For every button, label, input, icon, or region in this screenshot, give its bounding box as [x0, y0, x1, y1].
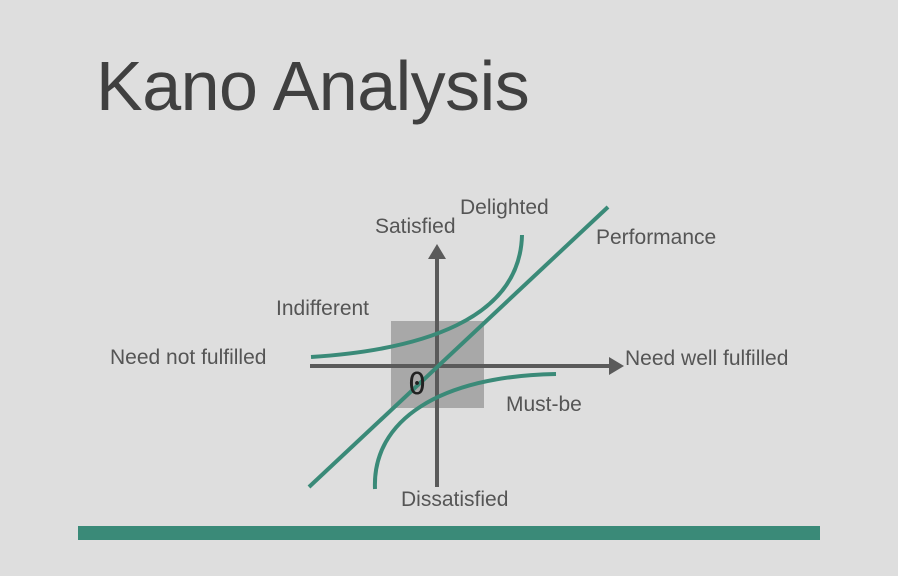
- satisfied-label: Satisfied: [375, 215, 456, 238]
- need-not-fulfilled-label: Need not fulfilled: [110, 346, 266, 369]
- indifferent-label: Indifferent: [276, 297, 369, 320]
- vertical-axis-arrow-icon: [428, 244, 446, 259]
- horizontal-axis-arrow-icon: [609, 357, 624, 375]
- performance-label: Performance: [596, 226, 716, 249]
- delighted-label: Delighted: [460, 196, 549, 219]
- must-be-curve: [372, 372, 557, 490]
- origin-label: 0: [408, 367, 426, 402]
- performance-line: [307, 205, 610, 489]
- dissatisfied-label: Dissatisfied: [401, 488, 508, 511]
- slide-title: Kano Analysis: [96, 47, 530, 125]
- bottom-accent-bar: [78, 526, 820, 540]
- need-well-fulfilled-label: Need well fulfilled: [625, 347, 788, 370]
- delighted-curve: [310, 234, 524, 359]
- must-be-label: Must-be: [506, 393, 582, 416]
